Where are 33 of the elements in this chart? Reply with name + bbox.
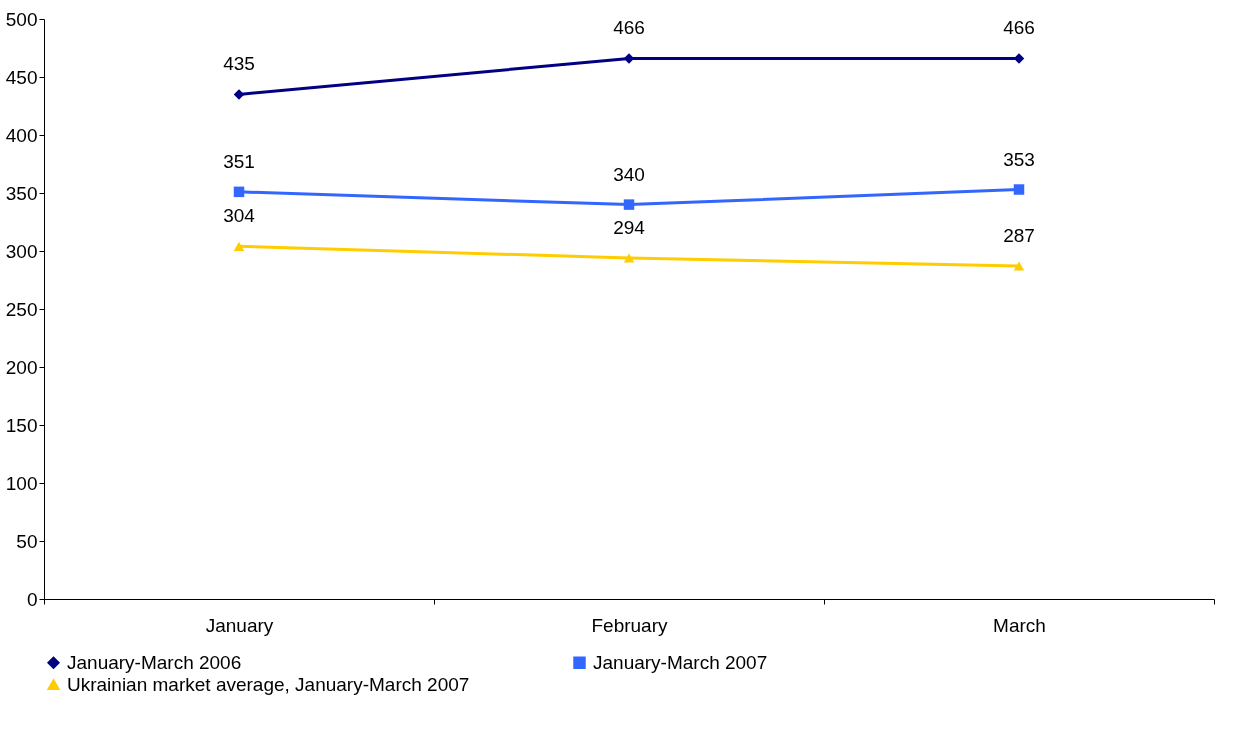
data-label: 353 [1003,148,1035,170]
y-tick-label: 300 [5,240,38,262]
data-label: 304 [223,205,256,227]
y-tick-label: 50 [16,530,38,552]
data-label: 466 [1003,17,1035,39]
y-tick-label: 250 [5,298,38,320]
x-tick-label: January [205,614,274,636]
point [233,186,245,198]
point [623,199,635,210]
y-tick-label: 400 [5,124,38,146]
point [1013,261,1025,271]
y-tick-label: 200 [5,356,38,378]
legend-label: Ukrainian market average, January-March 2007 [67,673,470,695]
y-tick-label: 100 [5,472,38,494]
y-tick-label: 350 [5,182,38,204]
data-label: 294 [613,216,646,238]
point [623,253,635,263]
data-label: 340 [613,163,645,185]
data-label: 466 [613,17,645,39]
legend-label: January-March 2006 [67,651,242,673]
data-label: 435 [223,53,255,75]
y-tick-label: 0 [26,588,38,610]
y-tick-label: 150 [5,414,38,436]
data-label: 287 [1003,225,1035,247]
data-label: 351 [223,150,255,172]
legend-label: January-March 2007 [593,651,768,673]
point [1013,184,1025,195]
x-tick-label: March [993,614,1046,636]
point [233,89,245,100]
y-tick-label: 450 [5,66,38,88]
x-tick-label: February [591,614,669,636]
y-tick-label: 500 [5,8,38,30]
point [233,241,245,251]
